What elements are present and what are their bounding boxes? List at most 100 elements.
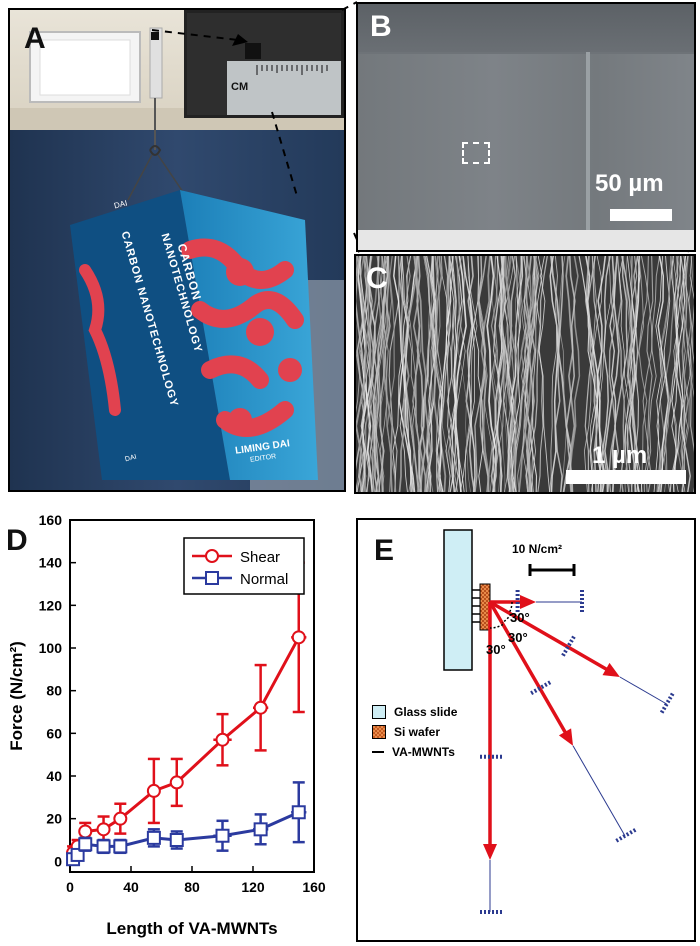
force-vector-1 <box>490 590 584 614</box>
y-axis-label: Force (N/cm²) <box>7 641 26 751</box>
nanotube-fiber <box>658 256 679 492</box>
nanotube-fiber <box>487 256 499 492</box>
data-point <box>96 822 111 837</box>
nanotube-fiber <box>684 256 694 492</box>
force-chart: 0 40 80 120 160 0 20 40 60 80 100 120 140 160 Length … <box>7 512 326 938</box>
nanotube-fiber <box>398 256 418 492</box>
nanotube-fiber <box>578 256 598 492</box>
nanotube-fiber <box>446 256 455 492</box>
nanotube-fiber <box>356 256 373 492</box>
series-line <box>71 636 301 854</box>
nanotube-fiber <box>659 256 672 492</box>
vector-extension <box>619 676 667 705</box>
x-tick-label: 160 <box>302 879 326 895</box>
angle-arc <box>489 623 504 629</box>
ruler-inset: CM <box>184 10 344 118</box>
legend-si-wafer: Si wafer <box>372 722 457 742</box>
panel-c-scale-bar <box>566 470 686 484</box>
nanotube-fiber <box>356 256 369 492</box>
nanotube-fiber <box>432 256 443 492</box>
nanotube-fiber <box>426 256 437 492</box>
data-point <box>169 775 184 790</box>
legend-marker <box>205 571 219 585</box>
data-point <box>291 630 306 645</box>
legend-glass-slide: Glass slide <box>372 702 457 722</box>
y-tick-label: 120 <box>39 597 63 613</box>
nanotube-fiber <box>549 256 559 492</box>
panel-a-photo <box>10 10 344 490</box>
force-arrow-head <box>483 844 497 860</box>
nanotube-fiber <box>669 256 685 492</box>
nanotube-fiber <box>604 256 620 492</box>
nanotube-fiber <box>591 256 608 492</box>
angle-label-3: 30° <box>486 642 506 657</box>
nanotube-fiber <box>356 256 359 303</box>
ruler-ticks <box>256 65 328 75</box>
nanotube-fiber <box>415 256 432 492</box>
e-scale-text: 10 N/cm² <box>512 542 563 556</box>
series-normal <box>66 781 307 867</box>
nanotube-fiber <box>530 256 543 492</box>
nanotube-fiber <box>511 256 539 492</box>
x-tick-label: 0 <box>66 879 74 895</box>
x-tick-label: 40 <box>123 879 139 895</box>
nanotube-fiber <box>393 256 412 492</box>
data-point <box>215 828 230 843</box>
panel-a: DAI CARBON NANOTECHNOLOGY CARBON NANOTEC… <box>8 8 346 492</box>
data-point <box>70 847 85 862</box>
nanotube-fiber <box>388 256 403 492</box>
nanotube-fiber <box>474 256 487 492</box>
si-wafer-swatch <box>372 725 386 739</box>
nanotube-fiber <box>672 256 688 492</box>
data-point <box>96 839 111 854</box>
nanotube-fiber <box>521 256 534 492</box>
nanotube-fiber <box>423 256 443 492</box>
legend-va-mwnts: VA-MWNTs <box>372 742 457 762</box>
y-tick-label: 60 <box>46 725 62 741</box>
nanotube-fiber <box>478 256 494 492</box>
series-shear <box>66 561 307 861</box>
selection-box <box>462 142 490 164</box>
legend-va-mwnts-label: VA-MWNTs <box>392 745 455 759</box>
x-axis-label: Length of VA-MWNTs <box>106 919 277 938</box>
panel-b-label: B <box>370 10 392 43</box>
data-point <box>146 830 161 845</box>
nanotube-fiber <box>473 256 484 492</box>
nanotube-fiber <box>565 256 576 492</box>
nanotube-fiber <box>609 256 618 492</box>
data-point <box>169 833 184 847</box>
angle-label-1: 30° <box>510 610 530 625</box>
panel-c: C 1 µm <box>354 254 696 494</box>
data-point <box>215 732 230 747</box>
nanotube-fiber <box>356 256 375 492</box>
data-point <box>78 824 93 839</box>
nanotube-fiber <box>638 256 648 492</box>
panel-e: E 10 N/cm² 30° 30° 30° Glass slide Si wa… <box>356 518 696 942</box>
nanotube-fiber <box>671 256 679 492</box>
nanotube-fiber <box>433 256 447 492</box>
data-point <box>113 839 128 854</box>
panel-e-label: E <box>374 534 395 567</box>
x-tick-label: 120 <box>241 879 265 895</box>
nanotube-fiber <box>522 256 530 492</box>
nanotube-fiber <box>549 256 558 492</box>
force-arrow-head <box>558 728 573 746</box>
nanotube-fiber <box>447 256 462 492</box>
nanotube-fiber <box>436 256 450 492</box>
force-arrow-head <box>520 595 536 609</box>
data-point <box>291 805 306 820</box>
panel-d: D 0 40 80 120 160 0 20 40 60 80 100 120 140 160 Lengt… <box>0 500 350 946</box>
nanotube-fiber <box>621 256 639 492</box>
panel-a-label: A <box>24 22 46 55</box>
y-tick-label: 0 <box>54 853 62 869</box>
legend-si-wafer-label: Si wafer <box>394 725 441 739</box>
nanotube-fiber <box>525 256 536 492</box>
glass-slide <box>443 529 473 671</box>
vector-tick <box>560 635 576 659</box>
nanotube-fiber <box>412 256 427 492</box>
legend-marker <box>205 549 219 563</box>
nanotube-fiber <box>486 256 497 492</box>
nanotube-forest <box>356 256 694 492</box>
nanotube-fiber <box>583 256 597 492</box>
nanotube-fiber <box>367 256 381 492</box>
